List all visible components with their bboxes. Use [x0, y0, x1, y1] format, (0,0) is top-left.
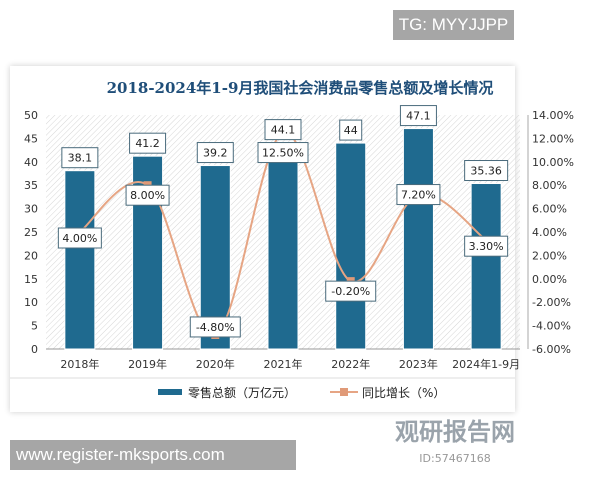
left-tick-label: 25	[24, 226, 38, 239]
right-tick-label: 6.00%	[532, 203, 567, 216]
line-data-label-box	[325, 280, 377, 302]
line-data-label: 4.00%	[62, 232, 97, 245]
left-tick-label: 35	[24, 179, 38, 192]
right-tick-label: 12.00%	[532, 132, 574, 145]
right-tick-label: 4.00%	[532, 226, 567, 239]
site-banner: www.register-mksports.com	[10, 440, 296, 470]
bar	[335, 142, 367, 350]
bar	[470, 183, 502, 350]
legend-line-marker	[340, 388, 348, 396]
bar-data-label: 44	[344, 124, 358, 137]
line-data-label-box	[189, 316, 241, 338]
left-tick-label: 0	[31, 343, 38, 356]
line-data-label-box	[125, 184, 170, 206]
legend-line-label: 同比增长（%）	[362, 386, 445, 400]
legend-bar-swatch	[158, 389, 182, 395]
x-tick-label: 2020年	[196, 357, 235, 371]
bar-data-label-box	[196, 142, 234, 164]
right-tick-label: 8.00%	[532, 179, 567, 192]
line-data-label: -4.80%	[196, 321, 235, 334]
left-tick-label: 15	[24, 273, 38, 286]
legend-bar-label: 零售总额（万亿元）	[188, 385, 296, 400]
line-data-label: 8.00%	[130, 189, 165, 202]
line-data-label-box	[396, 184, 441, 206]
bar-data-label: 35.36	[470, 165, 502, 178]
right-tick-label: 14.00%	[532, 109, 574, 122]
right-tick-label: -6.00%	[532, 343, 571, 356]
x-tick-label: 2018年	[60, 357, 99, 371]
line-data-label: 7.20%	[401, 189, 436, 202]
bar-data-label-box	[61, 147, 99, 169]
watermark-brand: 观研报告网	[395, 418, 515, 446]
left-tick-label: 30	[24, 203, 38, 216]
bar-data-label-box	[129, 132, 167, 154]
line-data-label: 12.50%	[262, 147, 304, 160]
bar	[402, 128, 434, 350]
right-tick-label: -2.00%	[532, 296, 571, 309]
bar-data-label-box	[464, 160, 509, 182]
bar-data-label: 47.1	[406, 110, 431, 123]
x-tick-label: 2022年	[331, 357, 370, 371]
right-tick-label: 2.00%	[532, 249, 567, 262]
line-data-label: -0.20%	[331, 285, 370, 298]
tg-banner: TG: MYYJJPP	[393, 10, 514, 40]
right-tick-label: 10.00%	[532, 156, 574, 169]
left-tick-label: 50	[24, 109, 38, 122]
left-tick-label: 5	[31, 320, 38, 333]
watermark-id: ID:57467168	[419, 452, 490, 465]
bar	[267, 142, 299, 350]
x-tick-label: 2021年	[264, 357, 303, 371]
bar-data-label: 39.2	[203, 147, 228, 160]
bar-data-label-box	[264, 119, 302, 141]
left-tick-label: 20	[24, 249, 38, 262]
x-tick-label: 2023年	[399, 357, 438, 371]
bar	[64, 170, 96, 350]
right-tick-label: 0.00%	[532, 273, 567, 286]
chart-title: 2018-2024年1-9月我国社会消费品零售总额及增长情况	[107, 79, 494, 97]
bar-data-label: 41.2	[135, 137, 160, 150]
bar-data-label: 38.1	[68, 152, 93, 165]
x-tick-label: 2024年1-9月	[452, 357, 520, 371]
line-data-label-box	[57, 227, 102, 249]
bar-data-label: 44.1	[271, 124, 296, 137]
left-tick-label: 10	[24, 296, 38, 309]
right-tick-label: -4.00%	[532, 320, 571, 333]
bar-data-label-box	[399, 105, 437, 127]
line-data-label: 3.30%	[469, 240, 504, 253]
line-data-label-box	[464, 235, 509, 257]
left-tick-label: 40	[24, 156, 38, 169]
x-tick-label: 2019年	[128, 357, 167, 371]
bar-data-label-box	[339, 119, 363, 141]
line-data-label-box	[257, 142, 309, 164]
left-tick-label: 45	[24, 132, 38, 145]
